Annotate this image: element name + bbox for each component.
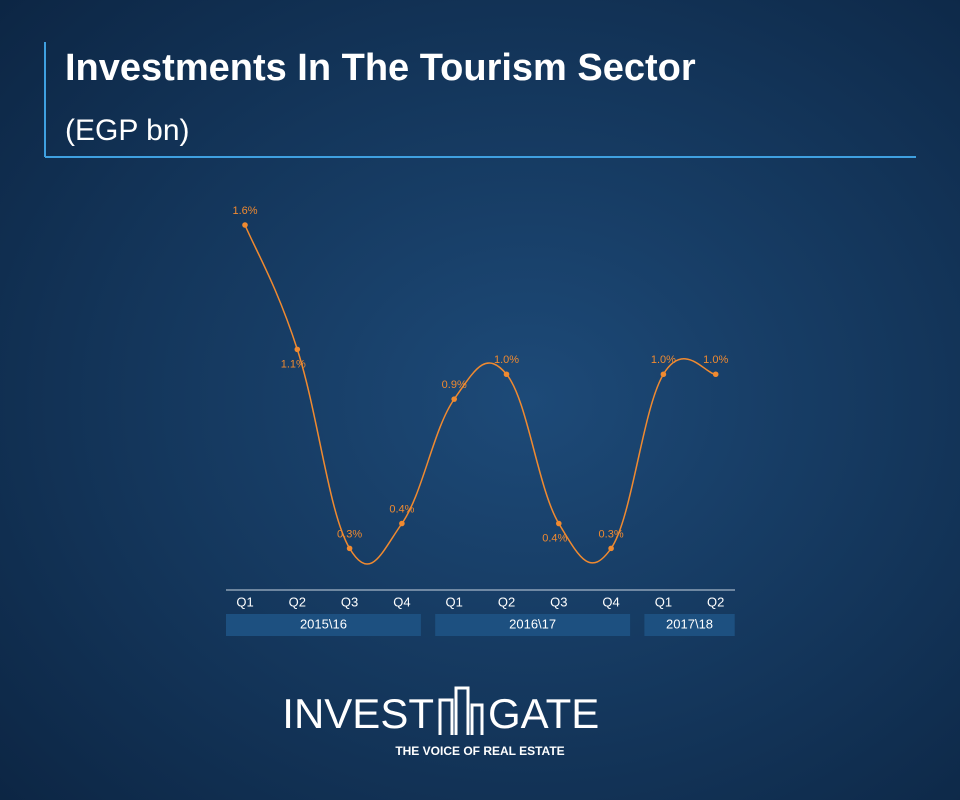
x-tick-label: Q1 — [236, 594, 253, 609]
x-tick-label: Q1 — [655, 594, 672, 609]
chart-title: Investments In The Tourism Sector — [65, 47, 696, 89]
value-label: 0.4% — [389, 503, 414, 515]
value-label: 0.4% — [542, 532, 567, 544]
x-tick-label: Q2 — [498, 594, 515, 609]
group-band — [644, 614, 735, 636]
logo-right: GATE — [488, 690, 599, 737]
line — [244, 224, 716, 565]
value-label: 1.0% — [651, 354, 676, 366]
value-label: 0.3% — [337, 528, 362, 540]
x-tick-label: Q2 — [707, 594, 724, 609]
logo-icon — [438, 686, 484, 735]
point — [660, 371, 667, 378]
x-tick-label: Q1 — [446, 594, 463, 609]
logo-left: INVEST — [282, 690, 434, 737]
point — [399, 520, 405, 527]
value-label: 1.0% — [494, 354, 519, 366]
value-label: 1.0% — [703, 354, 728, 366]
group-band — [226, 614, 421, 636]
point — [608, 545, 614, 552]
point — [556, 520, 562, 527]
group-label: 2016\17 — [509, 616, 556, 631]
group-band — [435, 614, 631, 636]
value-label: 1.1% — [281, 358, 306, 370]
point — [503, 371, 510, 378]
group-label: 2015\16 — [300, 616, 347, 631]
x-tick-label: Q4 — [602, 594, 619, 609]
x-tick-label: Q2 — [289, 594, 306, 609]
point — [712, 371, 719, 378]
point — [451, 396, 458, 402]
x-tick-label: Q3 — [341, 594, 358, 609]
logo-tagline: THE VOICE OF REAL ESTATE — [395, 744, 564, 758]
point — [242, 222, 248, 228]
group-label: 2017\18 — [666, 616, 713, 631]
x-tick-label: Q4 — [393, 594, 410, 609]
point — [294, 346, 301, 353]
value-label: 0.3% — [599, 528, 624, 540]
chart-subtitle: (EGP bn) — [65, 114, 190, 147]
value-label: 0.9% — [442, 379, 467, 391]
x-tick-label: Q3 — [550, 594, 567, 609]
point — [346, 545, 353, 552]
value-label: 1.6% — [232, 205, 257, 217]
logo: INVEST GATE THE VOICE OF REAL ESTATE — [282, 686, 599, 758]
